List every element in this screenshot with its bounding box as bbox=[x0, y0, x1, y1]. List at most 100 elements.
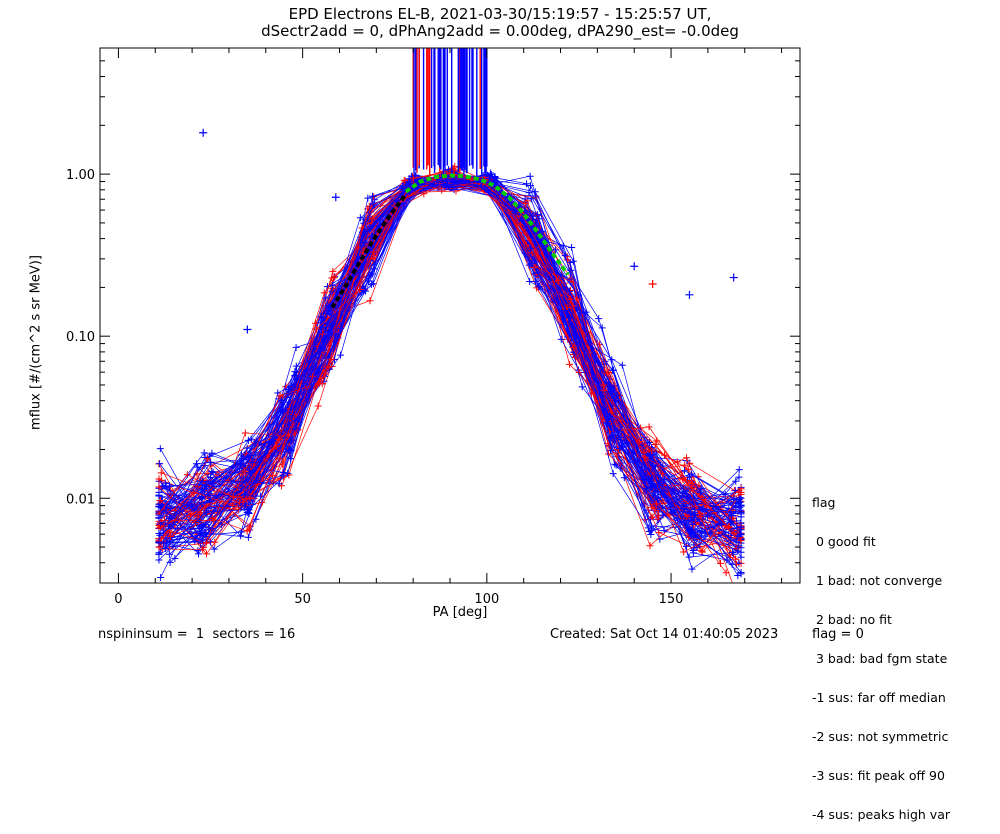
data-point-marker bbox=[487, 170, 495, 178]
data-point-marker bbox=[724, 523, 732, 531]
data-point-marker bbox=[646, 452, 654, 460]
outlier-marker bbox=[729, 273, 738, 282]
data-point-marker bbox=[647, 447, 655, 455]
data-point-marker bbox=[168, 533, 176, 541]
x-tick-label: 0 bbox=[114, 592, 122, 607]
data-point-marker bbox=[246, 469, 254, 477]
data-point-marker bbox=[640, 433, 648, 441]
data-point-marker bbox=[733, 547, 741, 555]
data-point-marker bbox=[248, 474, 256, 482]
data-point-marker bbox=[730, 584, 737, 591]
data-point-marker bbox=[410, 174, 418, 182]
data-point-marker bbox=[578, 383, 586, 391]
data-point-marker bbox=[276, 392, 284, 400]
x-axis-label: PA [deg] bbox=[432, 605, 488, 620]
data-point-marker bbox=[534, 269, 542, 277]
data-point-marker bbox=[193, 460, 201, 468]
data-point-marker bbox=[209, 514, 217, 522]
data-point-marker bbox=[606, 428, 614, 436]
data-point-marker bbox=[246, 451, 254, 459]
data-point-marker bbox=[284, 469, 292, 477]
outlier-marker bbox=[199, 128, 208, 137]
data-point-marker bbox=[599, 381, 607, 389]
data-point-marker bbox=[652, 500, 660, 508]
data-point-marker bbox=[313, 325, 321, 333]
data-point-marker bbox=[327, 311, 335, 319]
data-point-marker bbox=[682, 454, 690, 462]
data-point-marker bbox=[241, 429, 249, 437]
data-point-marker bbox=[155, 475, 163, 483]
data-point-marker bbox=[729, 548, 737, 556]
data-point-marker bbox=[698, 547, 706, 555]
data-point-marker bbox=[160, 516, 168, 524]
data-point-marker bbox=[309, 372, 317, 380]
data-point-marker bbox=[514, 213, 522, 221]
data-point-marker bbox=[696, 510, 704, 518]
data-point-marker bbox=[162, 538, 170, 546]
data-point-marker bbox=[651, 441, 659, 449]
data-point-marker bbox=[156, 445, 164, 453]
data-point-marker bbox=[722, 569, 730, 577]
data-point-marker bbox=[651, 484, 659, 492]
data-point-marker bbox=[577, 309, 585, 317]
data-point-marker bbox=[561, 306, 569, 314]
data-point-marker bbox=[737, 501, 745, 509]
data-point-marker bbox=[203, 508, 211, 516]
outlier-marker bbox=[331, 193, 340, 202]
y-tick-label: 0.10 bbox=[66, 330, 95, 345]
data-point-marker bbox=[199, 546, 207, 554]
data-point-marker bbox=[411, 175, 419, 183]
data-point-marker bbox=[641, 453, 649, 461]
data-point-marker bbox=[161, 545, 169, 553]
data-point-marker bbox=[166, 528, 174, 536]
data-point-marker bbox=[275, 435, 283, 443]
data-point-marker bbox=[324, 319, 332, 327]
data-point-marker bbox=[442, 182, 450, 190]
data-point-marker bbox=[486, 169, 494, 177]
data-point-marker bbox=[234, 483, 242, 491]
data-point-marker bbox=[529, 212, 537, 220]
data-point-marker bbox=[322, 294, 330, 302]
data-point-marker bbox=[278, 460, 286, 468]
data-point-marker bbox=[661, 476, 669, 484]
data-point-marker bbox=[557, 335, 565, 343]
data-point-marker bbox=[620, 474, 628, 482]
x-tick-label: 150 bbox=[659, 592, 684, 607]
data-point-marker bbox=[194, 463, 202, 471]
data-point-marker bbox=[269, 472, 277, 480]
data-point-marker bbox=[237, 532, 245, 540]
data-point-marker bbox=[569, 302, 577, 310]
data-point-marker bbox=[718, 520, 726, 528]
data-point-marker bbox=[200, 449, 208, 457]
data-point-marker bbox=[680, 548, 688, 556]
data-point-marker bbox=[366, 224, 374, 232]
data-point-marker bbox=[734, 572, 742, 580]
data-point-marker bbox=[605, 413, 613, 421]
chart-title-line2: dSectr2add = 0, dPhAng2add = 0.00deg, dP… bbox=[261, 22, 739, 40]
data-point-marker bbox=[733, 532, 741, 540]
data-point-marker bbox=[285, 471, 293, 479]
data-point-marker bbox=[334, 334, 342, 342]
data-point-marker bbox=[693, 544, 701, 552]
data-point-marker bbox=[534, 211, 542, 219]
data-point-marker bbox=[523, 180, 531, 188]
data-point-marker bbox=[618, 459, 626, 467]
legend-item: 2 bad: no fit bbox=[812, 612, 892, 627]
data-point-marker bbox=[211, 538, 219, 546]
data-point-marker bbox=[689, 549, 697, 557]
data-point-marker bbox=[587, 389, 595, 397]
data-point-marker bbox=[240, 456, 248, 464]
data-point-marker bbox=[735, 466, 743, 474]
data-point-marker bbox=[735, 496, 743, 504]
data-point-marker bbox=[697, 485, 705, 493]
data-point-marker bbox=[737, 510, 745, 518]
data-point-marker bbox=[643, 484, 651, 492]
data-point-marker bbox=[194, 547, 202, 555]
data-point-marker bbox=[193, 482, 201, 490]
data-point-marker bbox=[324, 331, 332, 339]
data-point-marker bbox=[201, 529, 209, 537]
pitch-angle-plot: 0 50 100 150 0.01 0.10 1.00 bbox=[66, 47, 801, 607]
data-point-marker bbox=[685, 527, 693, 535]
data-point-marker bbox=[730, 529, 738, 537]
data-point-marker bbox=[565, 287, 573, 295]
